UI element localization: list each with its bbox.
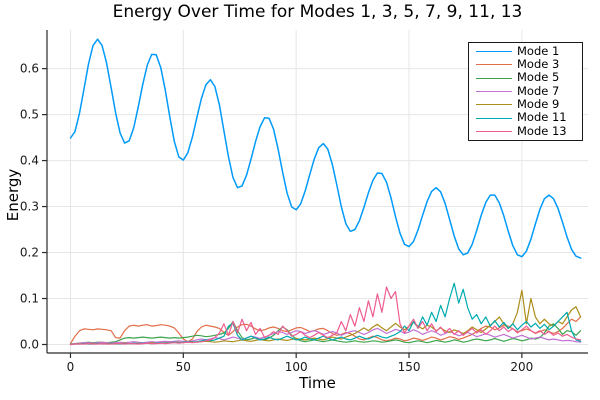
legend-item-mode-1: Mode 1 — [476, 45, 582, 58]
series-line-mode-3 — [69, 316, 582, 345]
legend-line-swatch — [476, 64, 512, 66]
legend-line-swatch — [476, 117, 512, 119]
legend-label: Mode 7 — [517, 83, 560, 98]
series-line-mode-13 — [69, 286, 582, 346]
x-tick-label: 150 — [398, 360, 421, 374]
y-tick-label: 0.0 — [20, 337, 39, 351]
legend-item-mode-7: Mode 7 — [476, 85, 582, 98]
legend: Mode 1 Mode 3 Mode 5 Mode 7 Mode 9 Mode 11 Mod… — [468, 42, 583, 141]
legend-label: Mode 1 — [517, 43, 560, 58]
y-tick-label: 0.2 — [20, 246, 39, 260]
legend-line-swatch — [476, 90, 512, 92]
y-tick-label: 0.3 — [20, 200, 39, 214]
legend-line-swatch — [476, 130, 512, 132]
y-tick-label: 0.4 — [20, 154, 39, 168]
legend-item-mode-9: Mode 9 — [476, 98, 582, 111]
x-tick-label: 100 — [285, 360, 308, 374]
legend-item-mode-3: Mode 3 — [476, 58, 582, 71]
y-tick-label: 0.1 — [20, 292, 39, 306]
legend-label: Mode 11 — [517, 110, 567, 125]
series-lines — [69, 38, 582, 346]
series-line-mode-5 — [69, 320, 582, 345]
legend-label: Mode 3 — [517, 57, 560, 72]
axes — [42, 30, 588, 358]
chart-title: Energy Over Time for Modes 1, 3, 5, 7, 9… — [112, 2, 523, 22]
legend-item-mode-11: Mode 11 — [476, 112, 582, 125]
series-line-mode-11 — [69, 282, 582, 346]
x-tick-label: 200 — [510, 360, 533, 374]
legend-line-swatch — [476, 77, 512, 79]
x-axis-label: Time — [299, 374, 336, 392]
legend-item-mode-13: Mode 13 — [476, 125, 582, 138]
series-line-mode-1 — [69, 38, 582, 259]
series-line-mode-7 — [69, 327, 582, 346]
y-tick-label: 0.6 — [20, 62, 39, 76]
y-axis-label: Energy — [4, 168, 22, 222]
legend-label: Mode 5 — [517, 70, 560, 85]
legend-line-swatch — [476, 51, 512, 53]
tick-labels: 0 50 100 150 200 0.0 0.1 0.2 0.3 0.4 0.5 0.6 — [20, 62, 533, 374]
x-tick-label: 50 — [176, 360, 191, 374]
x-tick-label: 0 — [67, 360, 75, 374]
legend-label: Mode 9 — [517, 97, 560, 112]
legend-line-swatch — [476, 104, 512, 106]
y-tick-label: 0.5 — [20, 108, 39, 122]
legend-item-mode-5: Mode 5 — [476, 72, 582, 85]
legend-label: Mode 13 — [517, 123, 567, 138]
